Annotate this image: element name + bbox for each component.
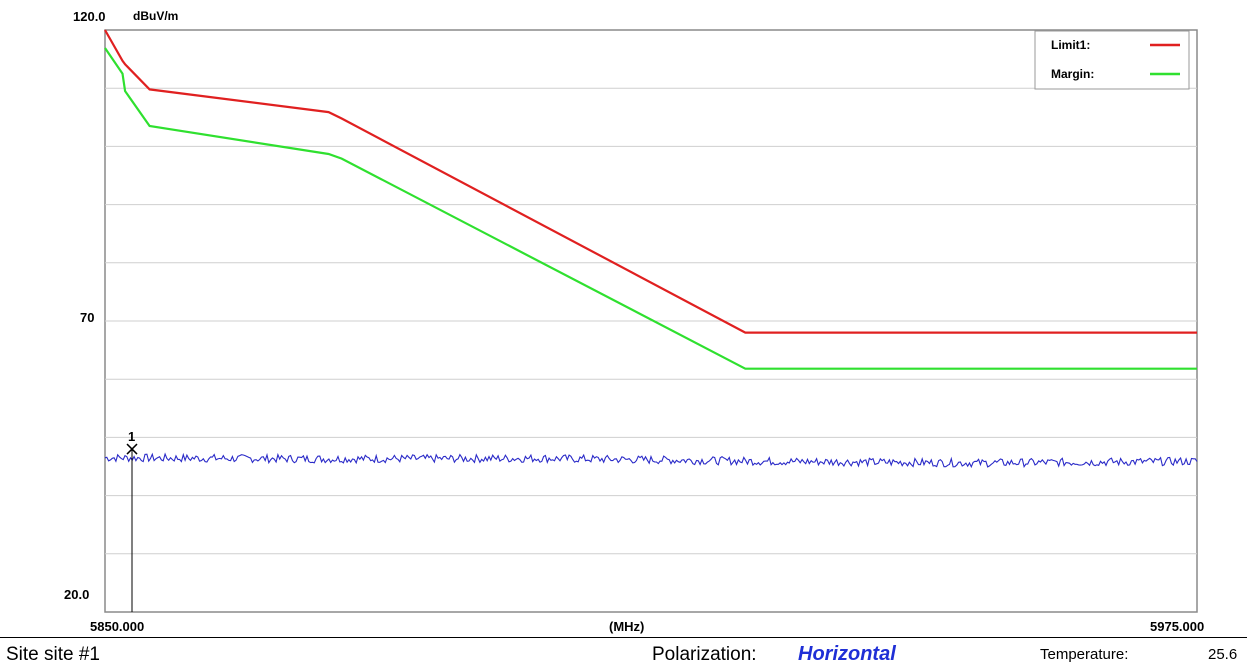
measurement-trace	[104, 452, 1198, 469]
y-unit-label: dBuV/m	[133, 9, 179, 23]
footer-divider	[0, 637, 1247, 638]
x-tick-label-start: 5850.000	[90, 619, 145, 634]
legend-box	[1034, 30, 1190, 90]
site-label: Site site #1	[6, 644, 100, 665]
legend-label-1: Margin:	[1051, 67, 1094, 81]
x-tick-label-end: 5975.000	[1150, 619, 1205, 634]
temperature-label: Temperature:	[1040, 646, 1129, 663]
series-line-limit1	[104, 29, 1197, 334]
temperature-value: 25.6	[1208, 646, 1238, 663]
polarization-label: Polarization:	[652, 644, 757, 665]
y-tick-label-mid: 70	[80, 310, 95, 325]
polarization-value: Horizontal	[798, 643, 896, 665]
legend-label-0: Limit1:	[1051, 38, 1090, 52]
marker-1-label: 1	[128, 429, 135, 444]
x-unit-label: (MHz)	[609, 619, 645, 634]
y-tick-label-top: 120.0	[73, 9, 106, 24]
y-tick-label-bottom: 20.0	[64, 587, 90, 602]
marker-1-cross-b	[126, 443, 138, 455]
series-line-margin	[104, 47, 1197, 370]
